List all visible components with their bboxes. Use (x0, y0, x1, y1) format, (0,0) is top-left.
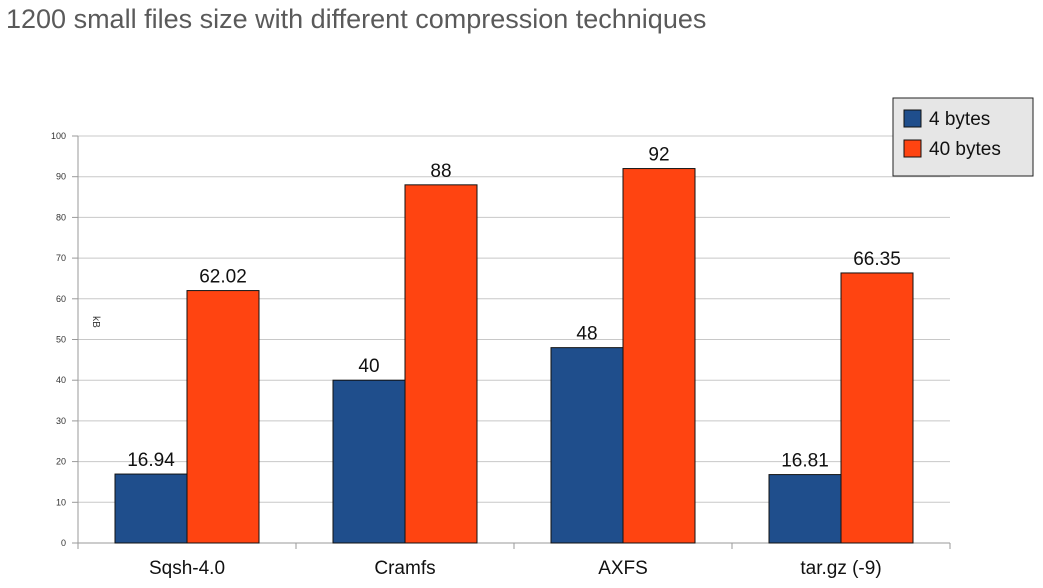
legend-entry: 4 bytes (929, 109, 990, 130)
data-label: 16.81 (781, 451, 829, 472)
bar (622, 168, 696, 544)
bar (550, 347, 624, 544)
data-label: 66.35 (853, 249, 901, 270)
bars (114, 168, 914, 544)
bar (768, 474, 842, 544)
bar (332, 379, 406, 544)
legend-swatch (903, 109, 922, 128)
y-tick-label: 60 (56, 294, 66, 304)
y-tick-label: 80 (56, 212, 66, 222)
data-label: 88 (430, 161, 451, 182)
y-tick-label: 90 (56, 172, 66, 182)
bar (404, 184, 478, 544)
y-tick-label: 50 (56, 335, 66, 345)
y-tick-label: 0 (61, 538, 66, 548)
page-title: 1200 small files size with different com… (6, 4, 707, 34)
bar (114, 473, 188, 544)
legend-swatch (903, 139, 922, 158)
y-tick-label: 100 (51, 131, 66, 141)
data-label: 62.02 (199, 267, 247, 288)
data-label: 16.94 (127, 450, 175, 471)
bar (840, 272, 914, 544)
legend-entry: 40 bytes (929, 139, 1001, 160)
data-label: 40 (358, 356, 379, 377)
x-tick-label: tar.gz (-9) (800, 558, 881, 579)
data-labels: 16.94 62.02 40 88 48 92 16.81 66.35 (127, 145, 901, 472)
x-tick-label: AXFS (598, 558, 648, 579)
data-label: 48 (576, 324, 597, 345)
y-tick-label: 70 (56, 253, 66, 263)
bar (186, 290, 260, 544)
data-label: 92 (648, 145, 669, 166)
y-tick-label: 30 (56, 416, 66, 426)
y-tick-label: 40 (56, 375, 66, 385)
y-axis-label: kB (90, 316, 101, 328)
x-tick-label: Sqsh-4.0 (149, 558, 225, 579)
x-tick-label: Cramfs (374, 558, 435, 579)
y-tick-label: 20 (56, 457, 66, 467)
y-tick-label: 10 (56, 497, 66, 507)
legend: 4 bytes 40 bytes (892, 97, 1034, 177)
